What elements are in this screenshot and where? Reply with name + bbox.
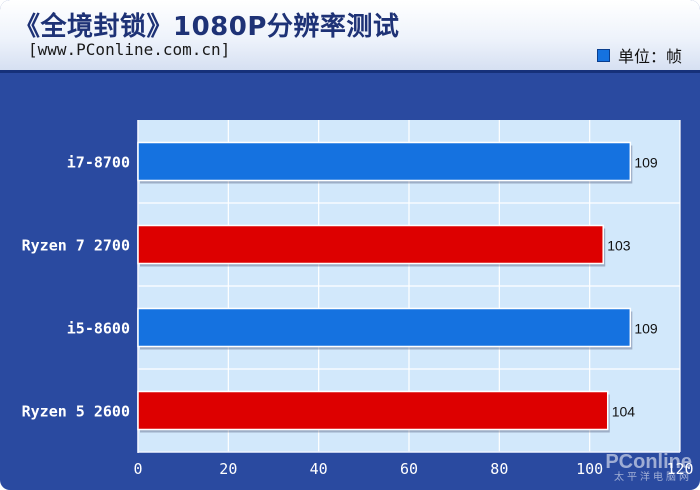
category-label: Ryzen 7 2700 [22,237,130,255]
x-tick-label: 120 [666,460,693,478]
category-label: i5-8600 [67,320,130,338]
x-tick-label: 100 [576,460,603,478]
category-label: i7-8700 [67,154,130,172]
data-label: 109 [634,321,658,337]
x-tick-label: 60 [400,460,418,478]
bar [137,390,609,431]
chart-header: 《全境封锁》1080P分辨率测试 [www.PConline.com.cn] 单… [0,0,700,73]
x-tick-label: 0 [133,460,142,478]
data-label: 109 [634,155,658,171]
chart-subtitle: [www.PConline.com.cn] [28,40,231,59]
x-tick-label: 40 [310,460,328,478]
x-tick-label: 80 [490,460,508,478]
x-tick-label: 20 [219,460,237,478]
legend-label: 单位：帧 [617,47,682,66]
data-label: 104 [612,404,636,420]
category-label: Ryzen 5 2600 [22,403,130,421]
bar [137,141,632,182]
bar-chart: i7-8700 109 Ryzen 7 2700 103 i5-8600 109 Ryzen… [22,120,694,478]
data-label: 103 [607,238,631,254]
bar [137,224,604,265]
bar [137,307,632,348]
chart-title: 《全境封锁》1080P分辨率测试 [14,12,400,42]
chart-body: i7-8700 109 Ryzen 7 2700 103 i5-8600 109 Ryzen… [0,73,700,490]
legend-swatch [596,48,610,62]
legend: 单位：帧 [596,43,682,67]
